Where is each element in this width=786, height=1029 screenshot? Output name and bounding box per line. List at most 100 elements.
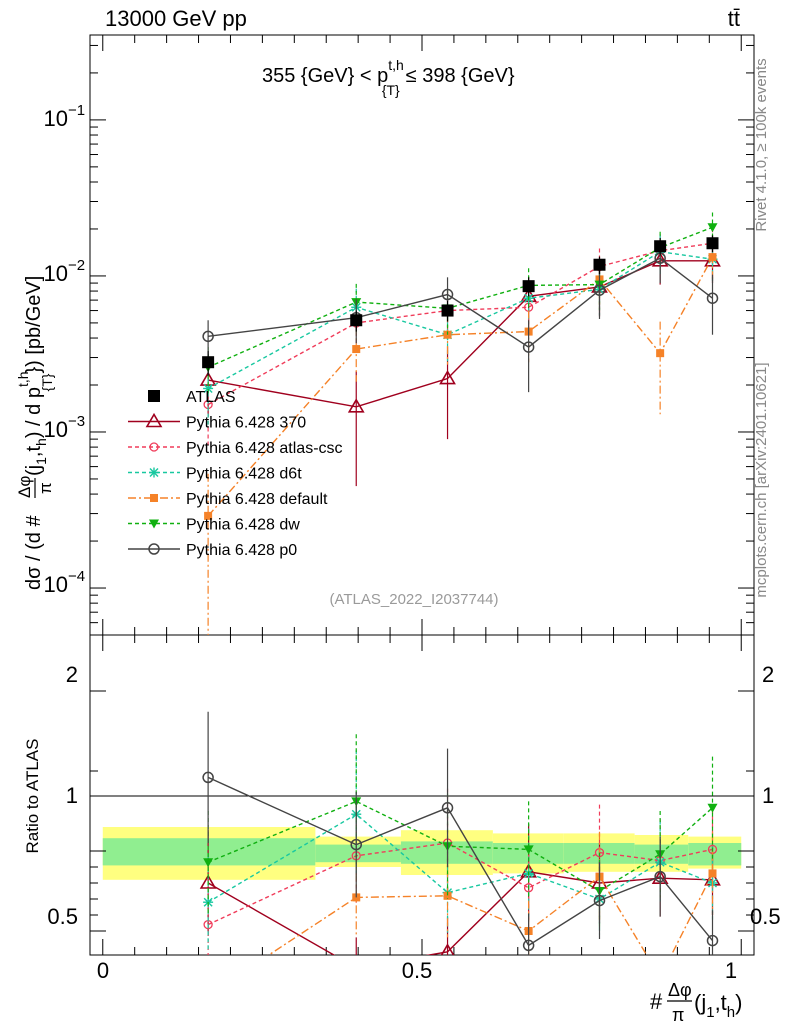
svg-text:(j1,th) / d pt,h{T}}) [pb/GeV]: (j1,th) / d pt,h {T}}) [pb/GeV] bbox=[15, 276, 55, 476]
xtick-label-1: 1 bbox=[725, 958, 737, 983]
legend-marker-dw bbox=[149, 519, 159, 529]
ytick-exp-1e-2: −2 bbox=[68, 257, 85, 274]
point-default bbox=[708, 253, 717, 262]
point-p370 bbox=[439, 369, 456, 385]
chart-title: 355 {GeV} < pt,h {T}≤ 398 {GeV} bbox=[262, 57, 515, 98]
svg-text:Δφ: Δφ bbox=[668, 980, 692, 1000]
legend-entry-p370: Pythia 6.428 370 bbox=[128, 412, 306, 432]
ratio-point-p0 bbox=[350, 838, 362, 851]
svg-text:Δφ: Δφ bbox=[15, 476, 34, 498]
ytick-exp-1e-1: −1 bbox=[68, 102, 85, 119]
legend-marker-default bbox=[150, 494, 158, 502]
ratio-uncertainty-bands bbox=[102, 827, 742, 880]
point-p370 bbox=[347, 398, 365, 413]
legend-marker-p370 bbox=[145, 412, 163, 428]
series-line-atlas_csc bbox=[207, 242, 713, 406]
ratio-point-p0 bbox=[706, 934, 719, 947]
star-stroke bbox=[149, 468, 159, 477]
ratio-point-p370 bbox=[349, 961, 363, 973]
ratio-point-default bbox=[656, 973, 664, 981]
ratio-point-p0 bbox=[441, 802, 454, 814]
legend-entry-dw: Pythia 6.428 dw bbox=[128, 517, 300, 534]
ratio-point-p0 bbox=[202, 771, 214, 784]
point-ATLAS bbox=[350, 314, 363, 327]
point-default bbox=[204, 511, 213, 520]
ratio-point-default bbox=[708, 869, 717, 878]
legend-marker-p0 bbox=[148, 543, 160, 555]
x-axis-label: # Δφ π (j1,th) bbox=[650, 980, 742, 1025]
ratio-frame bbox=[89, 634, 755, 956]
main-ytick-labels: 10 −1 10 −2 10 −3 10 −4 bbox=[44, 102, 86, 597]
ratio-point-dw bbox=[707, 803, 718, 813]
series-p0 bbox=[202, 239, 719, 393]
legend-label-atlas_csc: Pythia 6.428 atlas-csc bbox=[186, 440, 343, 457]
ratio-point-default bbox=[443, 891, 452, 900]
xtick-label-0.5: 0.5 bbox=[402, 958, 433, 983]
rivet-label: Rivet 4.1.0, ≥ 100k events bbox=[753, 58, 770, 231]
xtick-labels: 0 0.5 1 bbox=[97, 958, 737, 983]
svg-text:π: π bbox=[672, 1005, 684, 1024]
ratio-series-layer bbox=[199, 711, 721, 999]
point-p0 bbox=[522, 341, 535, 353]
ratio-ytick-right-2: 2 bbox=[762, 662, 774, 687]
ytick-exp-1e-4: −4 bbox=[68, 568, 85, 585]
ytick-exp-1e-3: −3 bbox=[68, 413, 85, 430]
ratio-ytick-right-1: 1 bbox=[762, 783, 774, 808]
series-line-d6t bbox=[207, 250, 713, 390]
ratio-point-dw bbox=[523, 845, 534, 855]
main-series-layer bbox=[199, 212, 721, 635]
legend-marker-d6t bbox=[149, 467, 159, 478]
svg-text:π: π bbox=[36, 482, 55, 494]
point-default bbox=[352, 345, 361, 354]
axis-ticks bbox=[90, 35, 754, 955]
star-stroke bbox=[203, 383, 213, 393]
legend-label-p370: Pythia 6.428 370 bbox=[186, 415, 306, 432]
ratio-point-p0 bbox=[522, 939, 535, 952]
ratio-point-p0 bbox=[593, 894, 606, 907]
ratio-ytick-labels: 2 1 0.5 2 1 0.5 bbox=[47, 662, 780, 929]
xtick-label-0: 0 bbox=[97, 958, 109, 983]
ratio-ytick-right-0.5: 0.5 bbox=[750, 904, 781, 929]
legend-marker-atlas_csc bbox=[149, 442, 159, 452]
ytick-label-1e-1: 10 bbox=[44, 106, 68, 131]
ratio-point-p0 bbox=[654, 870, 666, 883]
header-process: 13000 GeV pp bbox=[105, 6, 247, 31]
legend-label-d6t: Pythia 6.428 d6t bbox=[186, 466, 302, 483]
legend: ATLAS Pythia 6.428 370 Pythia 6.428 atlas-… bbox=[128, 389, 343, 559]
legend-label-ATLAS: ATLAS bbox=[186, 389, 236, 406]
point-ATLAS bbox=[202, 356, 215, 369]
point-p0 bbox=[441, 288, 454, 301]
legend-entry-p0: Pythia 6.428 p0 bbox=[128, 542, 297, 559]
series-dw bbox=[203, 212, 718, 397]
point-ATLAS bbox=[441, 304, 454, 317]
legend-label-default: Pythia 6.428 default bbox=[186, 491, 328, 508]
ratio-band-inner bbox=[315, 844, 401, 863]
series-ATLAS bbox=[202, 235, 719, 376]
ratio-point-dw bbox=[203, 858, 214, 868]
ratio-ylabel: Ratio to ATLAS bbox=[23, 739, 42, 854]
series-d6t bbox=[203, 234, 718, 426]
legend-entry-d6t: Pythia 6.428 d6t bbox=[128, 466, 302, 483]
ratio-point-p370 bbox=[440, 943, 455, 955]
ratio-ytick-left-1: 1 bbox=[66, 783, 78, 808]
ytick-label-1e-2: 10 bbox=[44, 261, 68, 286]
point-ATLAS bbox=[522, 280, 535, 293]
ratio-point-default bbox=[204, 991, 212, 999]
ratio-band-inner bbox=[688, 843, 742, 866]
analysis-watermark: (ATLAS_2022_I2037744) bbox=[329, 591, 498, 608]
point-default bbox=[656, 349, 665, 358]
legend-entry-default: Pythia 6.428 default bbox=[128, 491, 328, 508]
ratio-ytick-left-2: 2 bbox=[66, 662, 78, 687]
svg-text:(j1,th): (j1,th) bbox=[694, 990, 742, 1021]
legend-label-p0: Pythia 6.428 p0 bbox=[186, 542, 297, 559]
legend-entry-atlas_csc: Pythia 6.428 atlas-csc bbox=[128, 440, 343, 457]
svg-text:dσ / (d #: dσ / (d # bbox=[23, 515, 45, 590]
legend-label-dw: Pythia 6.428 dw bbox=[186, 517, 300, 534]
ytick-label-1e-3: 10 bbox=[44, 417, 68, 442]
svg-text:#: # bbox=[650, 989, 663, 1014]
mcplots-label: mcplots.cern.ch [arXiv:2401.10621] bbox=[753, 362, 770, 597]
point-ATLAS bbox=[706, 237, 719, 250]
main-ylabel: dσ / (d # Δφ π (j1,th) / d pt,h {T}}) [pb… bbox=[15, 276, 55, 590]
point-ATLAS bbox=[654, 240, 667, 253]
